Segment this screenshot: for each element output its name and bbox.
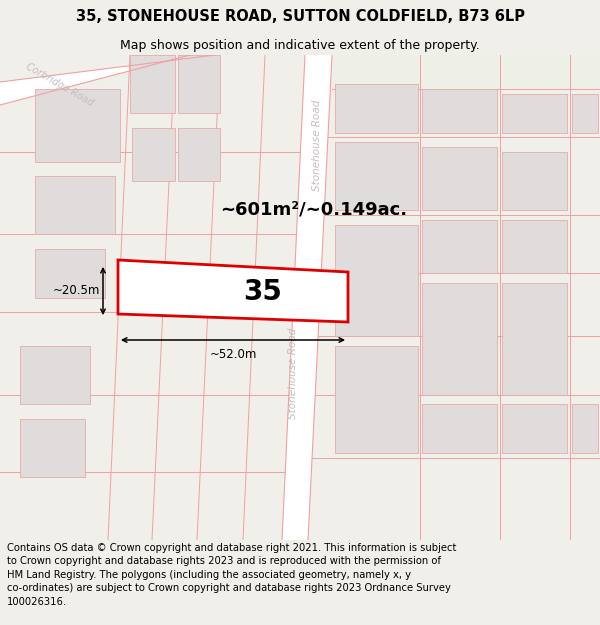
Polygon shape [20,419,85,477]
Polygon shape [20,346,90,404]
Text: 35: 35 [244,278,283,306]
Polygon shape [572,94,598,132]
Text: Map shows position and indicative extent of the property.: Map shows position and indicative extent… [120,39,480,52]
Text: Stonehouse Road: Stonehouse Road [311,99,322,191]
Text: Corbridge Road: Corbridge Road [25,62,95,108]
Polygon shape [422,147,497,210]
Polygon shape [502,404,567,452]
Polygon shape [282,55,332,540]
Polygon shape [335,225,418,336]
Polygon shape [178,127,220,181]
Polygon shape [130,55,175,113]
Polygon shape [502,283,567,394]
Polygon shape [335,84,418,132]
Polygon shape [118,260,348,322]
Polygon shape [332,55,600,89]
Polygon shape [502,220,567,273]
Polygon shape [422,89,497,132]
Polygon shape [422,404,497,452]
Polygon shape [422,283,497,394]
Polygon shape [35,249,105,298]
Polygon shape [502,152,567,210]
Polygon shape [422,220,497,273]
Text: ~52.0m: ~52.0m [209,348,257,361]
Text: Stonehouse Road: Stonehouse Road [288,328,298,419]
Text: ~20.5m: ~20.5m [53,284,100,298]
Polygon shape [335,346,418,452]
Polygon shape [132,127,175,181]
Polygon shape [335,142,418,210]
Polygon shape [455,89,495,118]
Polygon shape [572,404,598,452]
Polygon shape [35,89,120,162]
Text: 35, STONEHOUSE ROAD, SUTTON COLDFIELD, B73 6LP: 35, STONEHOUSE ROAD, SUTTON COLDFIELD, B… [76,9,524,24]
Polygon shape [178,55,220,113]
Polygon shape [502,94,567,132]
Polygon shape [35,176,115,234]
Polygon shape [0,55,215,105]
Text: Contains OS data © Crown copyright and database right 2021. This information is : Contains OS data © Crown copyright and d… [7,542,457,607]
Text: ~601m²/~0.149ac.: ~601m²/~0.149ac. [220,201,407,219]
